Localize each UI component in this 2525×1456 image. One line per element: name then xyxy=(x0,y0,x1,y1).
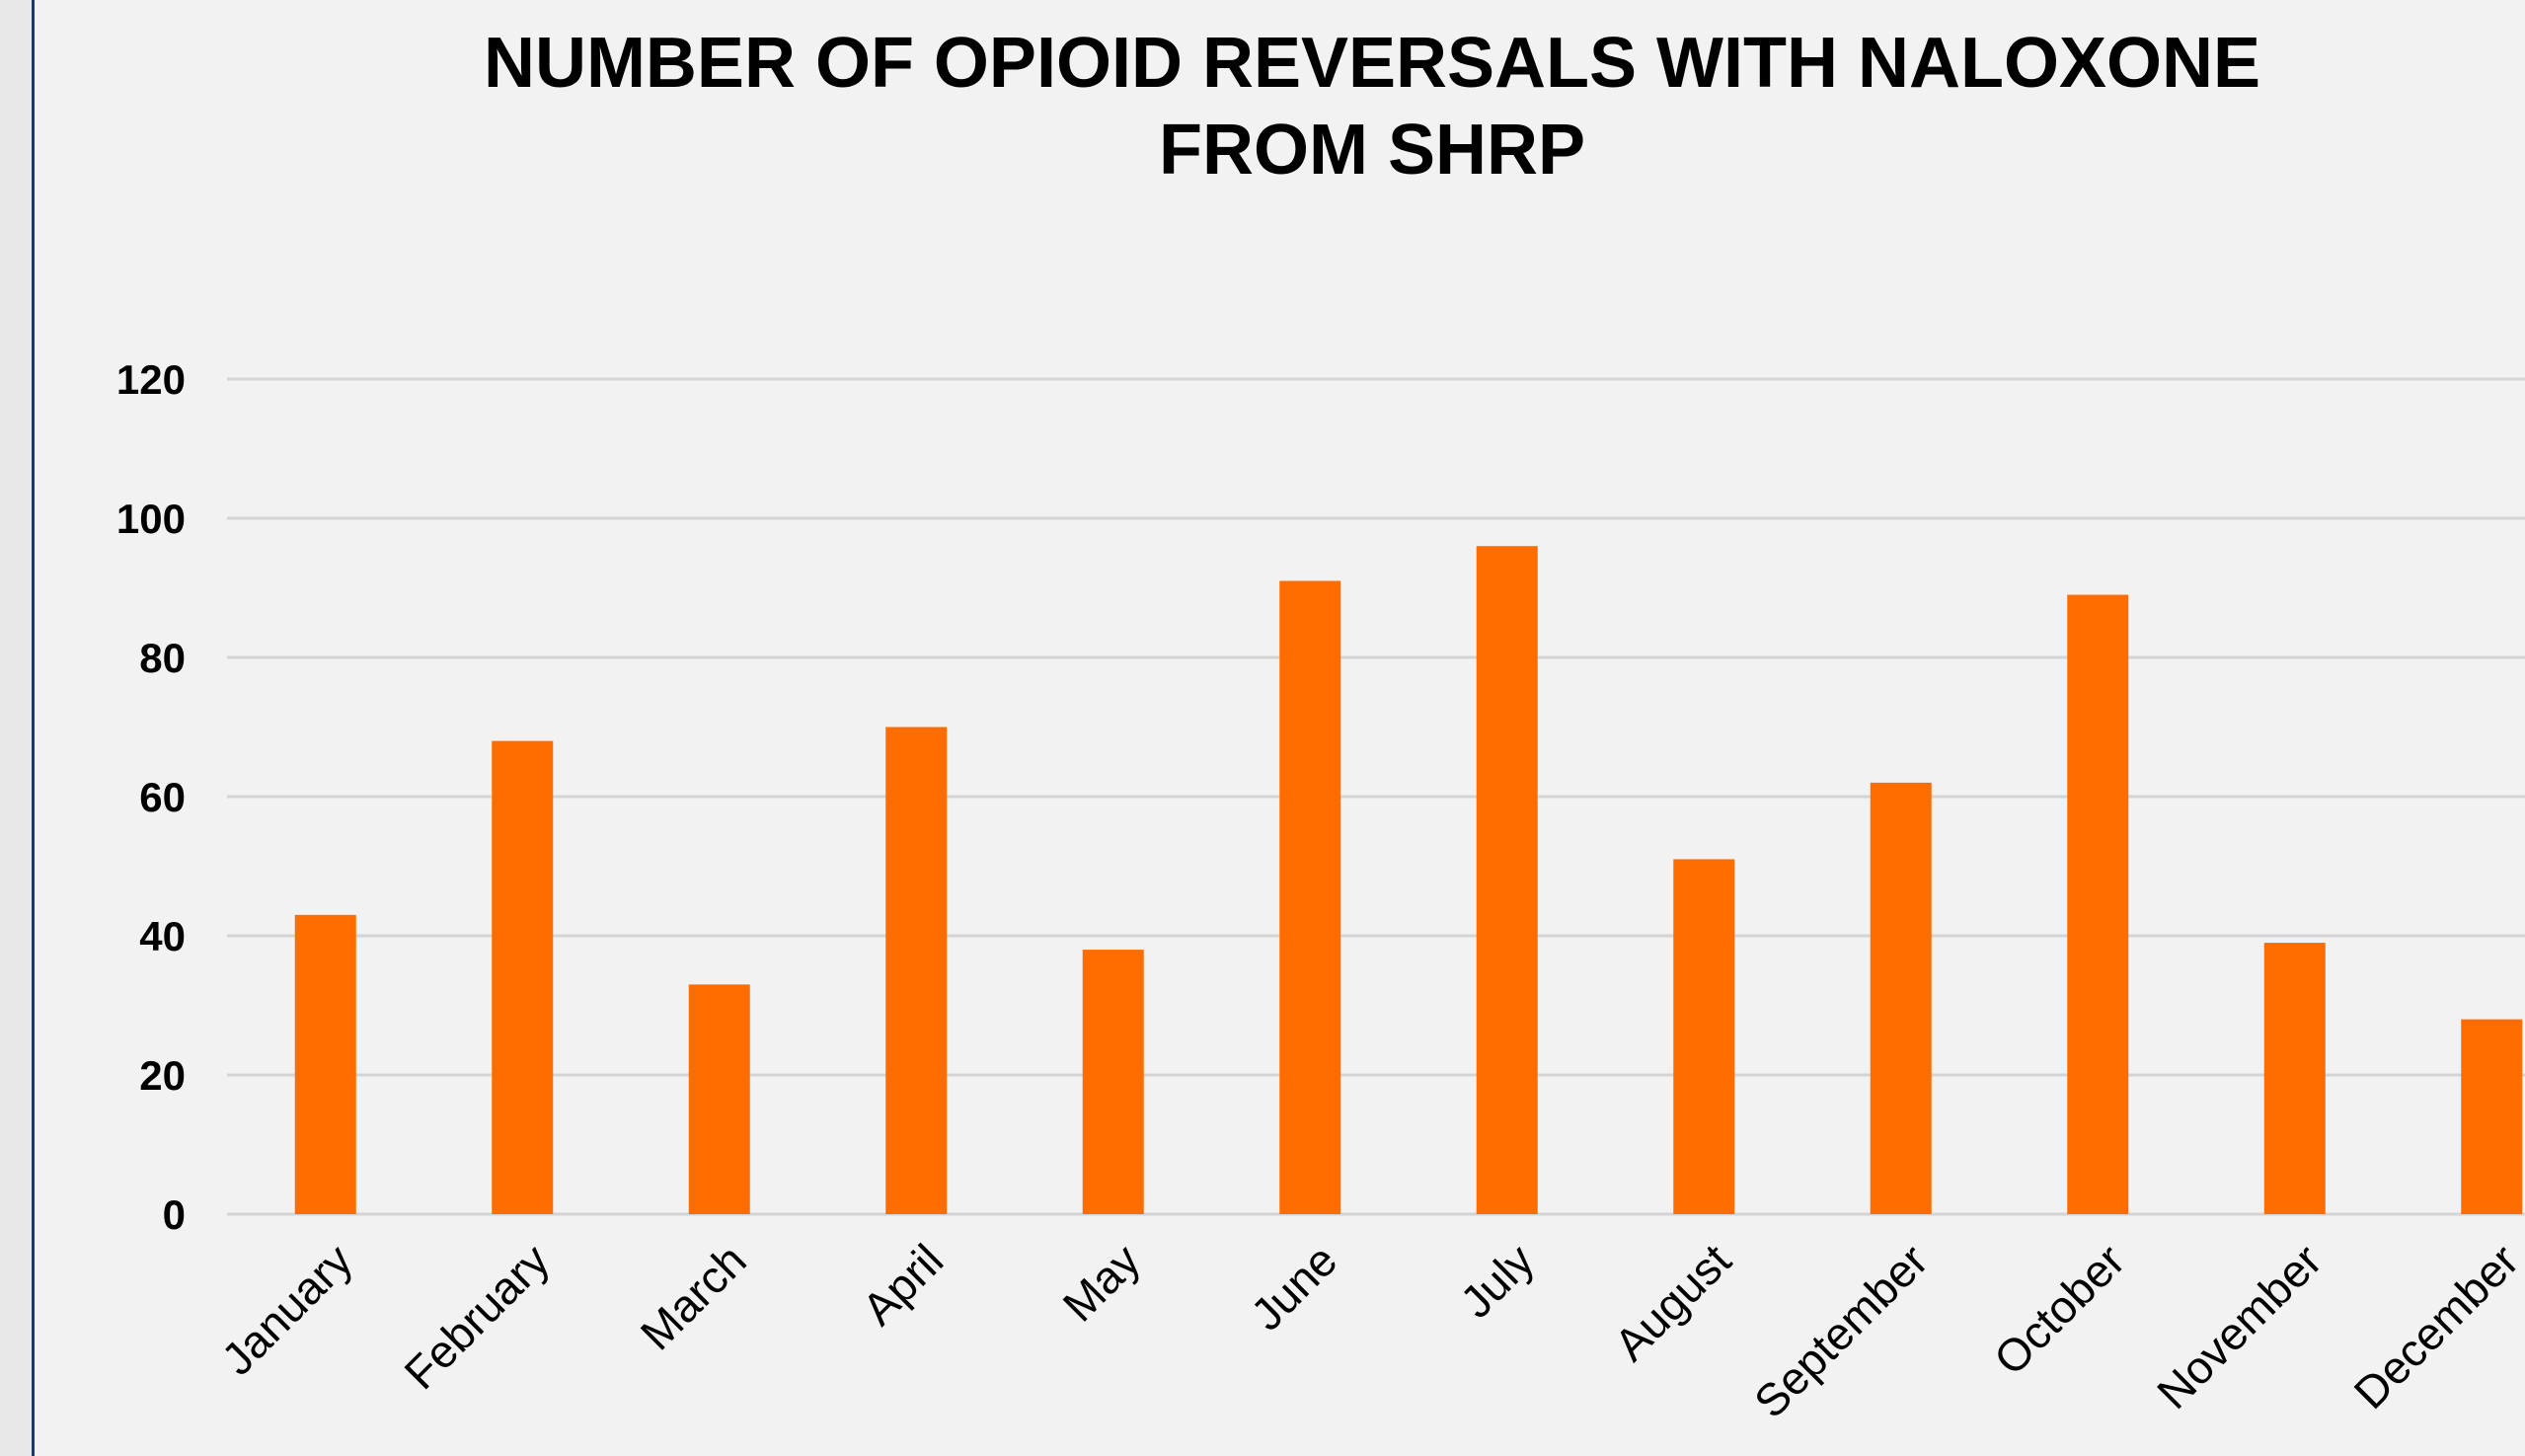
y-tick-label: 120 xyxy=(116,356,186,403)
bar-march xyxy=(688,984,750,1214)
bar-may xyxy=(1082,950,1144,1214)
y-tick-label: 100 xyxy=(116,496,186,542)
bar-january xyxy=(294,914,356,1214)
bar-june xyxy=(1279,580,1341,1214)
x-tick-label: September xyxy=(1744,1234,1938,1427)
bar-february xyxy=(492,740,554,1214)
bar-october xyxy=(2067,594,2129,1214)
bar-april xyxy=(885,727,948,1214)
y-tick-label: 80 xyxy=(139,635,186,681)
x-tick-label: February xyxy=(394,1234,559,1399)
x-tick-label: August xyxy=(1604,1234,1740,1370)
x-tick-label: May xyxy=(1053,1234,1150,1331)
x-tick-label: January xyxy=(211,1234,361,1384)
x-tick-label: December xyxy=(2344,1234,2525,1418)
chart-title-line-2: FROM SHRP xyxy=(1159,111,1585,190)
x-tick-label: November xyxy=(2147,1234,2332,1418)
bar-july xyxy=(1476,546,1538,1214)
x-tick-label: April xyxy=(852,1234,953,1335)
x-tick-label: June xyxy=(1241,1234,1346,1340)
chart-title-line-1: NUMBER OF OPIOID REVERSALS WITH NALOXONE xyxy=(483,24,2261,103)
y-tick-label: 60 xyxy=(139,774,186,820)
y-tick-label: 20 xyxy=(139,1052,186,1099)
x-tick-label: March xyxy=(631,1234,756,1359)
bar-december xyxy=(2461,1019,2523,1214)
bar-november xyxy=(2263,943,2326,1214)
bar-september xyxy=(1870,782,1932,1214)
left-margin-panel xyxy=(0,0,32,1456)
x-tick-label: July xyxy=(1450,1234,1544,1328)
x-tick-label: October xyxy=(1984,1234,2134,1384)
chart-title: NUMBER OF OPIOID REVERSALS WITH NALOXONE… xyxy=(237,20,2507,193)
bar-august xyxy=(1673,859,1735,1214)
y-tick-label: 40 xyxy=(139,913,186,959)
y-tick-label: 0 xyxy=(163,1191,186,1238)
left-border-line xyxy=(32,0,35,1456)
